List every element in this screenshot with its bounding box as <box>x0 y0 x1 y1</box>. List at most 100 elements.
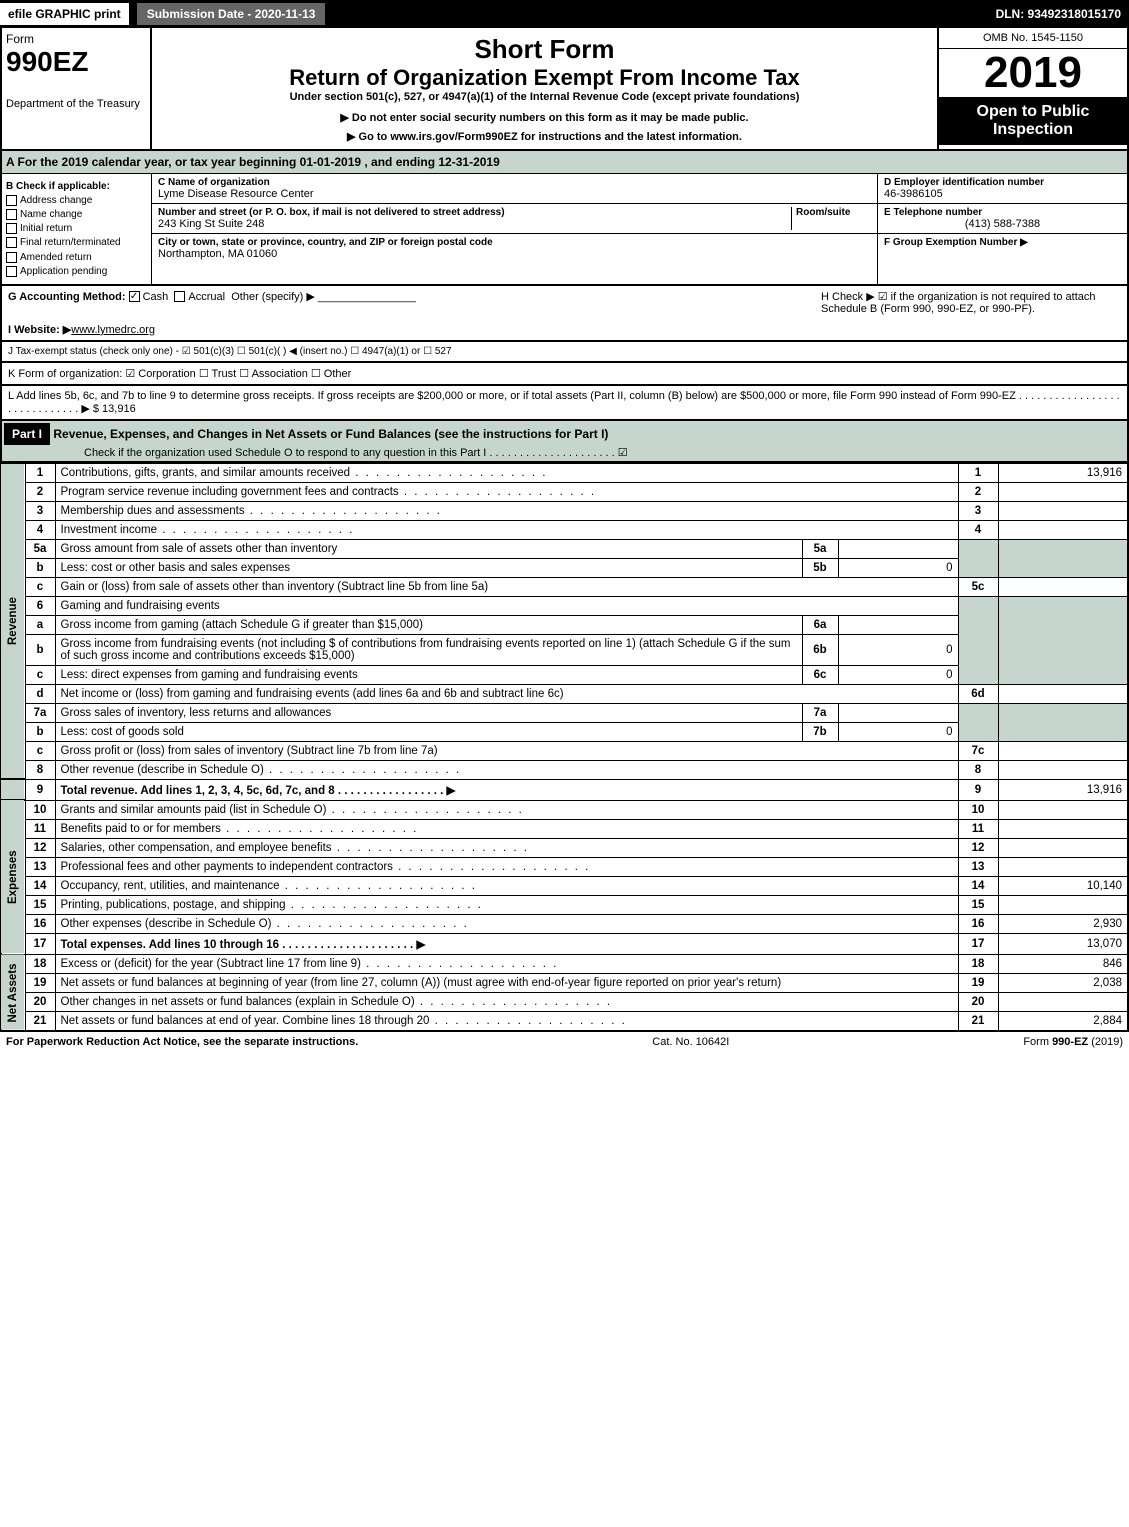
section-c: C Name of organization Lyme Disease Reso… <box>152 174 877 284</box>
l19-box: 19 <box>958 973 998 992</box>
l3-box: 3 <box>958 501 998 520</box>
netassets-side-label: Net Assets <box>1 954 25 1031</box>
section-def: D Employer identification number 46-3986… <box>877 174 1127 284</box>
ssn-warning: ▶ Do not enter social security numbers o… <box>158 111 931 124</box>
l2-amt <box>998 482 1128 501</box>
l18-num: 18 <box>25 954 55 973</box>
phone-value: (413) 588-7388 <box>884 218 1121 230</box>
l6-desc: Gaming and fundraising events <box>55 596 958 615</box>
l4-amt <box>998 520 1128 539</box>
website-link[interactable]: www.lymedrc.org <box>71 324 155 336</box>
l13-box: 13 <box>958 857 998 876</box>
l4-desc: Investment income <box>55 520 958 539</box>
footer-left: For Paperwork Reduction Act Notice, see … <box>6 1036 358 1048</box>
b-opt-pending[interactable]: Application pending <box>6 266 147 277</box>
line-g: G Accounting Method: Cash Accrual Other … <box>8 290 416 315</box>
l7c-num: c <box>25 741 55 760</box>
l7c-box: 7c <box>958 741 998 760</box>
l12-desc: Salaries, other compensation, and employ… <box>55 838 958 857</box>
l6a-desc: Gross income from gaming (attach Schedul… <box>55 615 802 634</box>
org-name: Lyme Disease Resource Center <box>158 188 871 200</box>
l2-box: 2 <box>958 482 998 501</box>
l11-box: 11 <box>958 819 998 838</box>
b-opt-final[interactable]: Final return/terminated <box>6 237 147 248</box>
goto-link[interactable]: ▶ Go to www.irs.gov/Form990EZ for instru… <box>158 130 931 143</box>
l12-num: 12 <box>25 838 55 857</box>
l21-amt: 2,884 <box>998 1011 1128 1031</box>
l5a-num: 5a <box>25 539 55 558</box>
l10-num: 10 <box>25 800 55 819</box>
l7a-num: 7a <box>25 703 55 722</box>
l16-amt: 2,930 <box>998 914 1128 933</box>
b-label: B Check if applicable: <box>6 181 147 192</box>
l12-amt <box>998 838 1128 857</box>
line-i: I Website: ▶www.lymedrc.org <box>8 323 1121 336</box>
l20-desc: Other changes in net assets or fund bala… <box>55 992 958 1011</box>
dept-treasury: Department of the Treasury <box>6 98 146 110</box>
line-a: A For the 2019 calendar year, or tax yea… <box>2 151 1127 174</box>
l5c-box: 5c <box>958 577 998 596</box>
l1-desc: Contributions, gifts, grants, and simila… <box>55 463 958 482</box>
l21-box: 21 <box>958 1011 998 1031</box>
part-1-header: Part I Revenue, Expenses, and Changes in… <box>0 421 1129 463</box>
l6c-num: c <box>25 665 55 684</box>
b-opt-name[interactable]: Name change <box>6 209 147 220</box>
l3-num: 3 <box>25 501 55 520</box>
g-h-block: G Accounting Method: Cash Accrual Other … <box>0 286 1129 342</box>
l6b-num: b <box>25 634 55 665</box>
b-opt-address[interactable]: Address change <box>6 195 147 206</box>
l17-amt: 13,070 <box>998 933 1128 954</box>
ein-value: 46-3986105 <box>884 188 1121 200</box>
l5b-desc: Less: cost or other basis and sales expe… <box>55 558 802 577</box>
top-bar: efile GRAPHIC print Submission Date - 20… <box>0 0 1129 28</box>
org-city: Northampton, MA 01060 <box>158 248 871 260</box>
l11-desc: Benefits paid to or for members <box>55 819 958 838</box>
l16-box: 16 <box>958 914 998 933</box>
line-l: L Add lines 5b, 6c, and 7b to line 9 to … <box>0 386 1129 421</box>
rev-side-end <box>1 779 25 800</box>
l8-amt <box>998 760 1128 779</box>
l17-num: 17 <box>25 933 55 954</box>
l6a-num: a <box>25 615 55 634</box>
b-opt-amended[interactable]: Amended return <box>6 252 147 263</box>
line-h: H Check ▶ ☑ if the organization is not r… <box>821 290 1121 315</box>
l18-desc: Excess or (deficit) for the year (Subtra… <box>55 954 958 973</box>
l7a-in: 7a <box>802 703 838 722</box>
open-to-public: Open to Public Inspection <box>939 97 1127 145</box>
l13-amt <box>998 857 1128 876</box>
l8-num: 8 <box>25 760 55 779</box>
f-group-label: F Group Exemption Number ▶ <box>884 237 1121 248</box>
tax-year: 2019 <box>939 49 1127 97</box>
dln-label: DLN: 93492318015170 <box>996 7 1129 21</box>
efile-print-label[interactable]: efile GRAPHIC print <box>0 3 129 25</box>
l6d-desc: Net income or (loss) from gaming and fun… <box>55 684 958 703</box>
l6d-amt <box>998 684 1128 703</box>
under-section: Under section 501(c), 527, or 4947(a)(1)… <box>158 91 931 103</box>
l5a-iv <box>838 539 958 558</box>
l3-desc: Membership dues and assessments <box>55 501 958 520</box>
line-j: J Tax-exempt status (check only one) - ☑… <box>0 342 1129 363</box>
l11-amt <box>998 819 1128 838</box>
l12-box: 12 <box>958 838 998 857</box>
l16-desc: Other expenses (describe in Schedule O) <box>55 914 958 933</box>
l5c-amt <box>998 577 1128 596</box>
l14-desc: Occupancy, rent, utilities, and maintena… <box>55 876 958 895</box>
l7ab-greybox <box>958 703 998 741</box>
l21-num: 21 <box>25 1011 55 1031</box>
l5ab-greybox <box>958 539 998 577</box>
l16-num: 16 <box>25 914 55 933</box>
l6c-iv: 0 <box>838 665 958 684</box>
revenue-side-label: Revenue <box>1 463 25 779</box>
b-opt-initial[interactable]: Initial return <box>6 223 147 234</box>
line-k: K Form of organization: ☑ Corporation ☐ … <box>0 363 1129 386</box>
l14-box: 14 <box>958 876 998 895</box>
l7c-amt <box>998 741 1128 760</box>
l6c-in: 6c <box>802 665 838 684</box>
d-ein-label: D Employer identification number <box>884 177 1121 188</box>
l7b-desc: Less: cost of goods sold <box>55 722 802 741</box>
l19-amt: 2,038 <box>998 973 1128 992</box>
section-a-row: A For the 2019 calendar year, or tax yea… <box>0 151 1129 286</box>
l6a-in: 6a <box>802 615 838 634</box>
section-b: B Check if applicable: Address change Na… <box>2 174 152 284</box>
l20-amt <box>998 992 1128 1011</box>
